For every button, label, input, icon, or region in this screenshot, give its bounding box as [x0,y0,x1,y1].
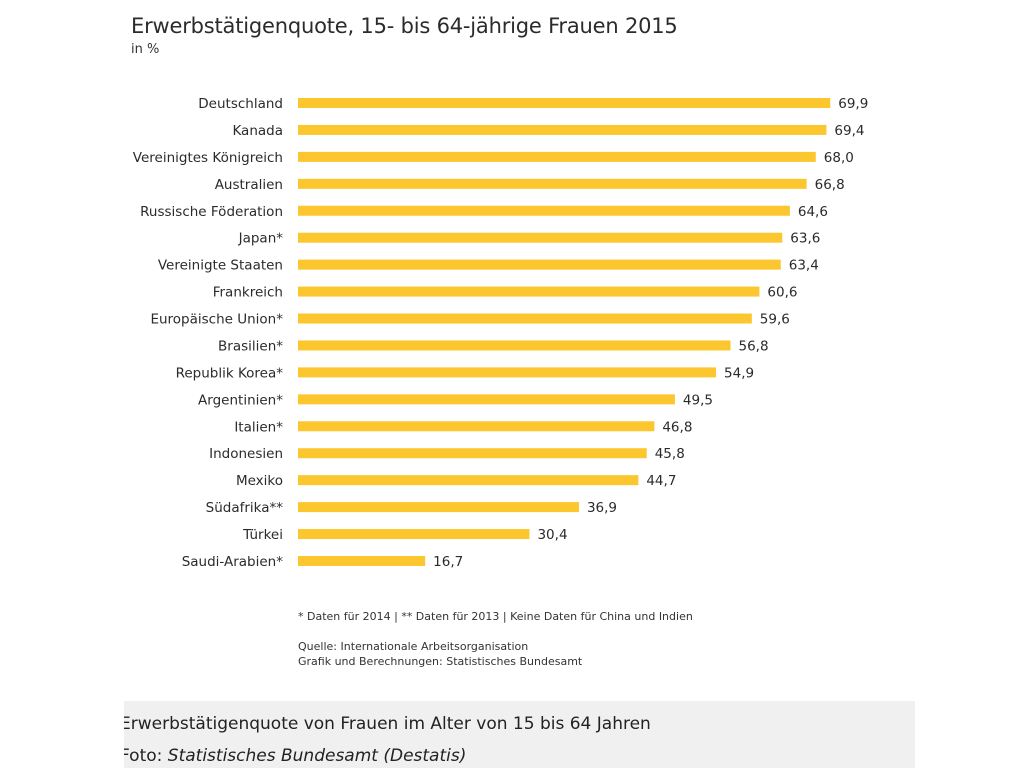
value-label: 69,9 [838,96,868,112]
bar [298,394,675,405]
bar [298,151,816,162]
category-label: Vereinigtes Königreich [133,150,283,166]
bar [298,286,760,297]
value-label: 36,9 [587,500,617,516]
category-label: Europäische Union* [150,312,283,328]
photo-label: Foto: [124,746,168,766]
category-label: Kanada [232,123,283,139]
value-label: 64,6 [798,204,828,220]
category-label: Vereinigte Staaten [158,258,283,274]
bar [298,475,639,486]
category-label: Italien* [234,419,283,435]
bar [298,529,530,540]
value-label: 59,6 [760,312,790,328]
bar [298,555,426,566]
value-label: 16,7 [433,554,463,570]
category-label: Deutschland [198,96,283,112]
category-label: Saudi-Arabien* [182,554,284,570]
bar [298,232,783,243]
bar [298,124,827,135]
bar [298,448,647,459]
bar [298,502,579,513]
value-label: 63,6 [790,231,820,247]
bar [298,178,807,189]
chart-title: Erwerbstätigenquote, 15- bis 64-jährige … [131,14,678,38]
value-labels: 69,9 69,4 68,0 66,8 64,6 63,6 63,4 60,6 59,6 56,8… [433,96,868,570]
value-label: 68,0 [824,150,854,166]
photo-credit-line: Foto: Statistisches Bundesamt (Destatis) [124,746,466,766]
category-label: Russische Föderation [140,204,283,220]
chart-subtitle: in % [131,42,160,57]
value-label: 45,8 [655,446,685,462]
bars [298,98,831,566]
value-label: 46,8 [662,419,692,435]
value-label: 49,5 [683,392,713,408]
caption-text: Erwerbstätigenquote von Frauen im Alter … [124,714,651,734]
category-label: Republik Korea* [176,365,284,381]
value-label: 30,4 [537,527,567,543]
bar [298,205,790,216]
category-label: Türkei [242,527,283,543]
bar [298,259,781,270]
category-labels: Deutschland Kanada Vereinigtes Königreich A… [133,96,283,570]
value-label: 44,7 [646,473,676,489]
category-label: Brasilien* [218,338,283,354]
bar [298,98,831,108]
category-label: Australien [215,177,283,193]
bar [298,367,717,378]
category-label: Indonesien [209,446,283,462]
value-label: 69,4 [834,123,864,139]
value-label: 60,6 [767,285,797,301]
bar [298,313,752,324]
bar [298,421,655,432]
category-label: Argentinien* [198,392,283,408]
value-label: 63,4 [789,258,819,274]
value-label: 54,9 [724,365,754,381]
footnote: * Daten für 2014 | ** Daten für 2013 | K… [298,610,693,623]
category-label: Südafrika** [206,500,284,516]
image-caption: Erwerbstätigenquote von Frauen im Alter … [124,701,915,768]
photo-credit: Statistisches Bundesamt (Destatis) [167,746,467,766]
bar-chart: Deutschland Kanada Vereinigtes Königreich A… [133,96,869,570]
value-label: 56,8 [738,338,768,354]
bar [298,340,731,351]
category-label: Mexiko [236,473,283,489]
category-label: Frankreich [213,285,283,301]
category-label: Japan* [238,231,284,247]
source-note: Quelle: Internationale Arbeitsorganisati… [298,640,529,653]
credit-note: Grafik und Berechnungen: Statistisches B… [298,655,583,668]
value-label: 66,8 [815,177,845,193]
